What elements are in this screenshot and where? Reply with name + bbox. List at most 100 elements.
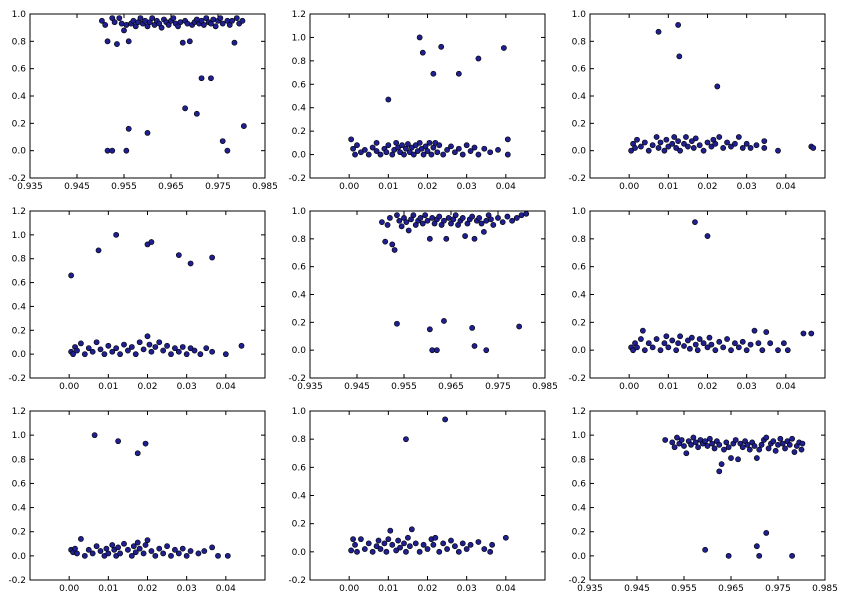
data-point <box>692 439 699 446</box>
y-tick-label: -0.2 <box>288 174 306 184</box>
data-point <box>224 147 231 154</box>
data-point <box>354 142 360 149</box>
data-point <box>191 347 198 354</box>
data-point <box>350 536 356 543</box>
data-point <box>140 550 147 557</box>
data-point <box>688 138 695 144</box>
data-point <box>696 336 703 342</box>
data-point <box>499 219 506 226</box>
data-point <box>808 330 815 337</box>
data-point <box>675 22 682 28</box>
y-tick-label: -0.2 <box>568 174 586 184</box>
data-point <box>476 215 483 221</box>
data-point <box>747 145 754 151</box>
plot-frame <box>309 410 546 581</box>
data-point <box>217 15 224 21</box>
data-point <box>441 217 447 224</box>
data-point <box>152 552 159 559</box>
data-point <box>102 22 109 28</box>
data-point <box>495 146 501 153</box>
y-tick-label: 1.0 <box>292 407 307 417</box>
plot-frame <box>309 210 546 379</box>
data-point <box>168 552 174 559</box>
data-point <box>424 148 431 154</box>
data-point <box>487 548 494 555</box>
data-point <box>758 441 765 448</box>
data-point <box>767 340 774 347</box>
data-point <box>89 550 96 557</box>
data-point <box>634 136 640 143</box>
data-point <box>639 327 646 334</box>
data-point <box>212 23 219 30</box>
data-point <box>184 20 191 27</box>
data-point <box>198 75 205 82</box>
y-tick-label: 1.0 <box>292 33 307 43</box>
data-point <box>500 45 507 51</box>
data-point <box>78 340 84 347</box>
data-point <box>403 219 410 226</box>
data-point <box>130 17 137 24</box>
data-point <box>183 552 190 559</box>
data-point <box>432 534 439 541</box>
data-point <box>681 140 687 147</box>
data-point <box>657 139 664 146</box>
data-point <box>125 125 132 132</box>
data-point <box>789 552 795 559</box>
data-point <box>704 443 711 449</box>
data-point <box>128 552 135 559</box>
data-point <box>685 143 691 150</box>
data-point <box>101 351 108 358</box>
data-point <box>394 320 400 327</box>
data-point <box>416 548 423 555</box>
data-point <box>674 434 680 441</box>
data-point <box>649 344 656 351</box>
x-tick-label: 0.975 <box>205 182 231 192</box>
data-point <box>429 215 436 221</box>
data-point <box>208 75 214 82</box>
x-tick-label: 0.985 <box>252 182 278 192</box>
data-point <box>183 351 190 358</box>
data-point <box>170 15 177 21</box>
y-tick-label: 0.8 <box>12 37 27 47</box>
data-point <box>195 550 202 557</box>
data-point <box>438 43 445 50</box>
data-point <box>761 145 768 151</box>
data-point <box>724 139 730 146</box>
data-point <box>649 142 656 149</box>
data-point <box>744 441 751 448</box>
data-point <box>789 435 795 442</box>
data-point <box>231 39 238 46</box>
data-point <box>358 536 364 543</box>
data-point <box>471 144 478 151</box>
data-point <box>130 543 137 550</box>
x-tick-label: 0.04 <box>496 182 516 192</box>
data-point <box>696 142 703 149</box>
y-tick-label: 0.6 <box>292 463 307 473</box>
data-point <box>164 543 170 550</box>
data-point <box>452 543 458 550</box>
data-point <box>115 544 122 551</box>
data-point <box>791 449 798 455</box>
x-tick-label: 0.955 <box>391 382 417 392</box>
data-point <box>504 151 511 158</box>
data-point <box>653 134 660 140</box>
data-point <box>383 149 390 156</box>
data-point <box>148 348 155 355</box>
data-point <box>728 143 734 150</box>
data-point <box>665 344 672 351</box>
data-point <box>422 212 429 219</box>
data-point <box>164 342 170 349</box>
x-tick-label: 0.03 <box>457 182 477 192</box>
data-point <box>187 548 194 554</box>
subplot-1: -0.2 0.0 0.2 0.4 0.6 0.8 1.0 0.935 0.945 0.955 0.9… <box>8 10 277 192</box>
data-point <box>720 344 727 351</box>
data-point <box>424 546 431 552</box>
data-point <box>350 145 356 152</box>
y-tick-label: 0.6 <box>572 65 587 75</box>
data-point <box>662 437 669 443</box>
data-point <box>365 151 372 158</box>
data-point <box>113 231 120 238</box>
x-tick-label: 0.935 <box>577 584 603 594</box>
data-point <box>463 546 470 552</box>
data-point <box>711 445 718 452</box>
